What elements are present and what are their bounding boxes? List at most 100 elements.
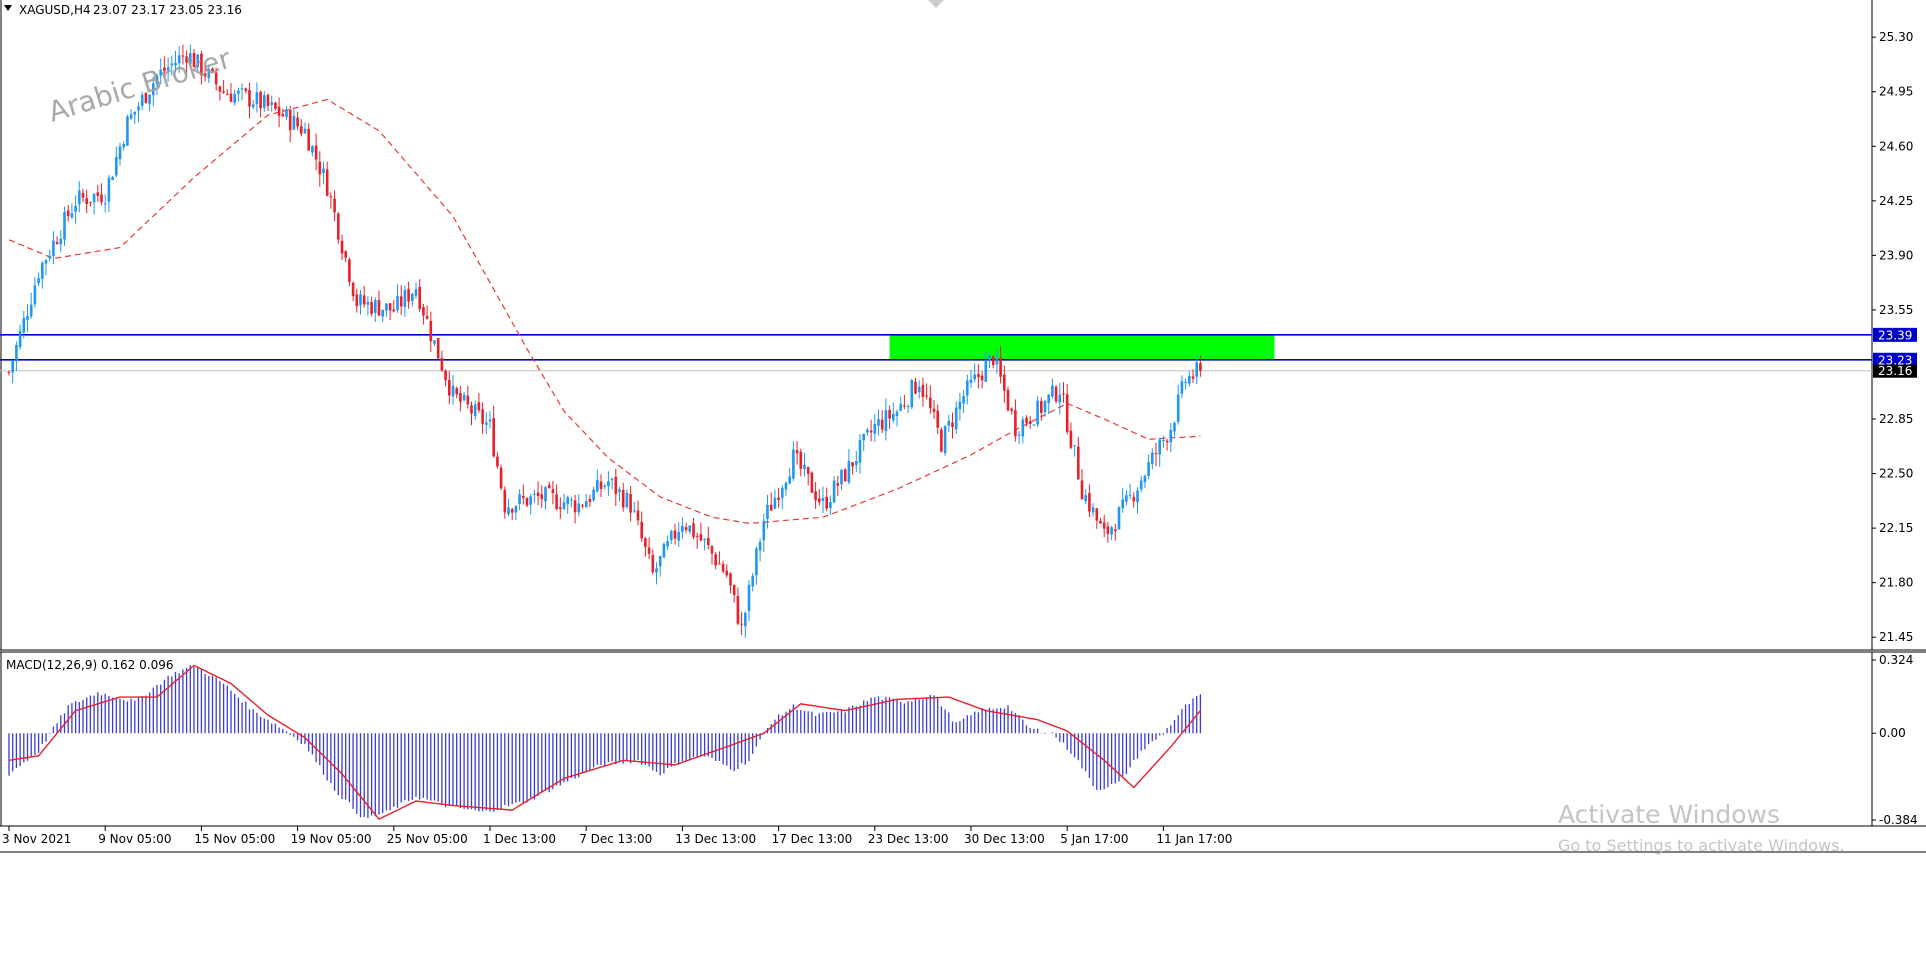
candle-body: [510, 509, 514, 513]
candle-body: [244, 88, 248, 91]
candle-body: [422, 306, 425, 316]
time-tick-label: 3 Nov 2021: [2, 832, 71, 846]
candle-body: [658, 556, 662, 567]
signal-line: [8, 664, 1201, 820]
price-axis[interactable]: 25.30 24.95 24.60 24.25 23.90 23.55 22.85 22.50…: [1872, 30, 1913, 644]
candle-body: [688, 525, 692, 532]
horizontal-levels[interactable]: [0, 334, 1872, 361]
candle-body: [662, 544, 666, 558]
candle-body: [473, 404, 477, 416]
candle-body: [522, 495, 525, 498]
candle-body: [851, 462, 854, 467]
candle-body: [633, 510, 636, 512]
chart-ohlc: 23.07 23.17 23.05 23.16: [93, 3, 242, 17]
candle-body: [1184, 381, 1187, 384]
triangle-down-icon[interactable]: [4, 5, 12, 11]
candle-body: [943, 426, 947, 454]
candle-body: [255, 92, 259, 104]
time-axis[interactable]: 3 Nov 2021 9 Nov 05:00 15 Nov 05:00 19 Nov …: [2, 826, 1232, 846]
candle-body: [832, 480, 836, 503]
candle-body: [1154, 453, 1158, 455]
candle-body: [1054, 386, 1058, 402]
candle-body: [185, 56, 188, 63]
candle-body: [1025, 417, 1028, 423]
candle-body: [855, 460, 858, 465]
candle-body: [1110, 527, 1113, 535]
candle-body: [296, 117, 299, 127]
candle-body: [85, 198, 88, 205]
candle-body: [374, 299, 377, 313]
candle-body: [1106, 526, 1110, 534]
candle-body: [596, 479, 599, 492]
candle-body: [577, 503, 581, 513]
candle-body: [181, 55, 185, 57]
candle-body: [1176, 394, 1180, 423]
candle-body: [1021, 419, 1025, 437]
candle-body: [459, 393, 462, 402]
candle-body: [1043, 401, 1047, 413]
macd-axis[interactable]: 0.324 0.00 -0.384: [1872, 653, 1918, 827]
candle-body: [766, 504, 769, 519]
time-tick-label: 30 Dec 13:00: [964, 832, 1045, 846]
candle-body: [903, 405, 906, 407]
supply-zone[interactable]: [889, 334, 1275, 360]
candle-body: [640, 521, 643, 539]
candle-body: [466, 395, 470, 405]
candle-body: [1014, 410, 1017, 437]
candle-body: [240, 88, 244, 90]
candle-body: [621, 489, 625, 508]
macd-tick-label: -0.384: [1879, 813, 1918, 827]
candle-body: [1199, 363, 1202, 371]
macd-title: MACD(12,26,9) 0.162 0.096: [6, 658, 173, 672]
candle-body: [836, 482, 840, 486]
macd-tick-label: 0.00: [1879, 726, 1906, 740]
candle-body: [910, 380, 914, 408]
candle-body: [1077, 446, 1080, 480]
candle-body: [670, 530, 673, 541]
candle-body: [966, 380, 969, 396]
candle-body: [1091, 507, 1095, 513]
candle-body: [684, 527, 688, 531]
macd-histogram: [8, 665, 1202, 819]
candle-body: [544, 487, 547, 502]
candle-body: [758, 541, 762, 551]
time-tick-label: 9 Nov 05:00: [98, 832, 171, 846]
candle-body: [259, 91, 262, 109]
price-tick-label: 23.55: [1879, 303, 1913, 317]
candle-body: [1188, 375, 1191, 384]
candle-body: [381, 309, 384, 317]
candle-body: [307, 128, 310, 151]
candle-body: [588, 499, 592, 502]
candle-body: [555, 494, 558, 509]
candle-body: [858, 440, 862, 463]
candle-body: [610, 478, 614, 481]
candle-body: [781, 488, 784, 498]
candle-body: [107, 177, 111, 202]
candle-body: [1036, 400, 1039, 425]
candle-body: [507, 507, 510, 515]
candle-body: [251, 104, 255, 108]
moving-average: [8, 98, 1201, 525]
candle-body: [551, 489, 555, 494]
candle-body: [1032, 424, 1036, 426]
candle-body: [1114, 529, 1117, 531]
candle-body: [448, 379, 451, 396]
candle-body: [152, 83, 155, 96]
candle-body: [603, 485, 606, 487]
candle-body: [710, 546, 714, 554]
candle-body: [547, 485, 551, 489]
candle-body: [311, 146, 314, 153]
candle-body: [655, 568, 658, 573]
price-tick-label: 22.50: [1879, 467, 1913, 481]
candle-body: [33, 285, 37, 305]
candle-body: [925, 395, 928, 397]
candle-body: [1165, 440, 1169, 443]
candle-body: [880, 419, 884, 430]
candle-body: [940, 429, 943, 452]
candle-body: [233, 93, 236, 103]
candle-body: [932, 408, 936, 412]
candle-body: [137, 106, 140, 111]
